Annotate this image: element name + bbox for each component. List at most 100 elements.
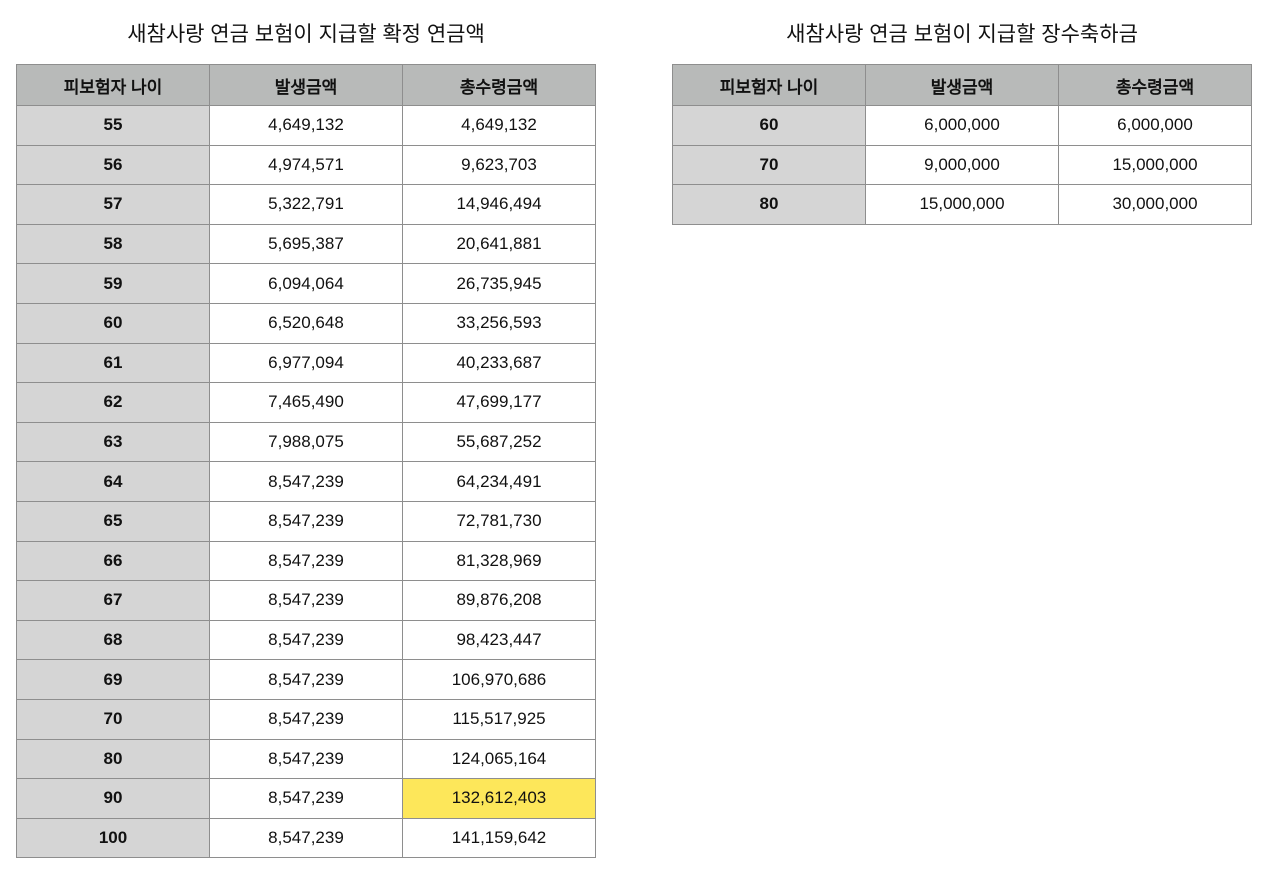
header-age: 피보험자 나이 [16,64,210,106]
table-row: 60 6,000,000 6,000,000 [672,105,1252,146]
amount-cell: 4,974,571 [209,144,403,186]
total-cell: 4,649,132 [402,105,596,146]
header-amount: 발생금액 [209,64,403,106]
amount-cell: 8,547,239 [209,580,403,621]
table-row: 67 8,547,239 89,876,208 [16,580,596,621]
amount-cell: 8,547,239 [209,659,403,700]
amount-cell: 5,695,387 [209,223,403,265]
total-cell: 47,699,177 [402,382,596,423]
table-row: 59 6,094,064 26,735,945 [16,263,596,304]
age-cell: 65 [16,500,210,542]
age-cell: 80 [16,738,210,780]
table-row: 70 8,547,239 115,517,925 [16,698,596,740]
amount-cell: 6,977,094 [209,342,403,384]
age-cell: 80 [672,184,866,225]
age-cell: 66 [16,540,210,582]
table-header-row: 피보험자 나이 발생금액 총수령금액 [672,64,1252,106]
total-cell: 115,517,925 [402,698,596,740]
total-cell: 30,000,000 [1058,184,1252,225]
table-row: 69 8,547,239 106,970,686 [16,659,596,700]
table-row: 80 8,547,239 124,065,164 [16,738,596,780]
total-cell: 40,233,687 [402,342,596,384]
highlighted-total-cell: 132,612,403 [402,778,596,819]
age-cell: 68 [16,619,210,661]
amount-cell: 6,094,064 [209,263,403,304]
table-row: 70 9,000,000 15,000,000 [672,144,1252,186]
header-total: 총수령금액 [402,64,596,106]
total-cell: 141,159,642 [402,817,596,859]
guaranteed-annuity-section: 새참사랑 연금 보험이 지급할 확정 연금액 피보험자 나이 발생금액 총수령금… [16,0,596,859]
age-cell: 70 [16,698,210,740]
total-cell: 15,000,000 [1058,144,1252,186]
table-row: 63 7,988,075 55,687,252 [16,421,596,463]
age-cell: 55 [16,105,210,146]
age-cell: 62 [16,382,210,423]
amount-cell: 8,547,239 [209,778,403,819]
amount-cell: 8,547,239 [209,817,403,859]
total-cell: 9,623,703 [402,144,596,186]
amount-cell: 6,000,000 [865,105,1059,146]
longevity-bonus-section: 새참사랑 연금 보험이 지급할 장수축하금 피보험자 나이 발생금액 총수령금액… [672,0,1252,225]
table-header-row: 피보험자 나이 발생금액 총수령금액 [16,64,596,106]
longevity-bonus-rows: 60 6,000,000 6,000,000 70 9,000,000 15,000,00… [672,105,1252,225]
total-cell: 55,687,252 [402,421,596,463]
table-row: 61 6,977,094 40,233,687 [16,342,596,384]
age-cell: 60 [672,105,866,146]
amount-cell: 4,649,132 [209,105,403,146]
table-row: 80 15,000,000 30,000,000 [672,184,1252,225]
table-row: 68 8,547,239 98,423,447 [16,619,596,661]
total-cell: 33,256,593 [402,302,596,344]
header-amount: 발생금액 [865,64,1059,106]
longevity-bonus-table: 피보험자 나이 발생금액 총수령금액 60 6,000,000 6,000,000 7… [672,64,1252,225]
table-row: 57 5,322,791 14,946,494 [16,184,596,225]
total-cell: 89,876,208 [402,580,596,621]
amount-cell: 8,547,239 [209,738,403,780]
amount-cell: 7,988,075 [209,421,403,463]
amount-cell: 15,000,000 [865,184,1059,225]
table-row: 56 4,974,571 9,623,703 [16,144,596,186]
table-row: 66 8,547,239 81,328,969 [16,540,596,582]
table-row: 90 8,547,239 132,612,403 [16,778,596,819]
age-cell: 70 [672,144,866,186]
age-cell: 58 [16,223,210,265]
amount-cell: 8,547,239 [209,619,403,661]
age-cell: 57 [16,184,210,225]
table-row: 64 8,547,239 64,234,491 [16,461,596,502]
age-cell: 56 [16,144,210,186]
guaranteed-annuity-title: 새참사랑 연금 보험이 지급할 확정 연금액 [127,23,485,46]
table-row: 62 7,465,490 47,699,177 [16,382,596,423]
age-cell: 67 [16,580,210,621]
amount-cell: 7,465,490 [209,382,403,423]
header-total: 총수령금액 [1058,64,1252,106]
guaranteed-annuity-rows: 55 4,649,132 4,649,132 56 4,974,571 9,623,703… [16,105,596,859]
amount-cell: 8,547,239 [209,540,403,582]
age-cell: 59 [16,263,210,304]
total-cell: 14,946,494 [402,184,596,225]
total-cell: 6,000,000 [1058,105,1252,146]
total-cell: 98,423,447 [402,619,596,661]
total-cell: 81,328,969 [402,540,596,582]
age-cell: 60 [16,302,210,344]
total-cell: 64,234,491 [402,461,596,502]
longevity-bonus-title: 새참사랑 연금 보험이 지급할 장수축하금 [786,23,1138,46]
total-cell: 72,781,730 [402,500,596,542]
header-age: 피보험자 나이 [672,64,866,106]
age-cell: 69 [16,659,210,700]
amount-cell: 5,322,791 [209,184,403,225]
amount-cell: 8,547,239 [209,461,403,502]
table-row: 55 4,649,132 4,649,132 [16,105,596,146]
total-cell: 106,970,686 [402,659,596,700]
amount-cell: 8,547,239 [209,500,403,542]
age-cell: 100 [16,817,210,859]
age-cell: 90 [16,778,210,819]
table-row: 65 8,547,239 72,781,730 [16,500,596,542]
table-row: 100 8,547,239 141,159,642 [16,817,596,859]
table-row: 58 5,695,387 20,641,881 [16,223,596,265]
total-cell: 26,735,945 [402,263,596,304]
total-cell: 124,065,164 [402,738,596,780]
table-row: 60 6,520,648 33,256,593 [16,302,596,344]
age-cell: 64 [16,461,210,502]
age-cell: 61 [16,342,210,384]
age-cell: 63 [16,421,210,463]
amount-cell: 9,000,000 [865,144,1059,186]
